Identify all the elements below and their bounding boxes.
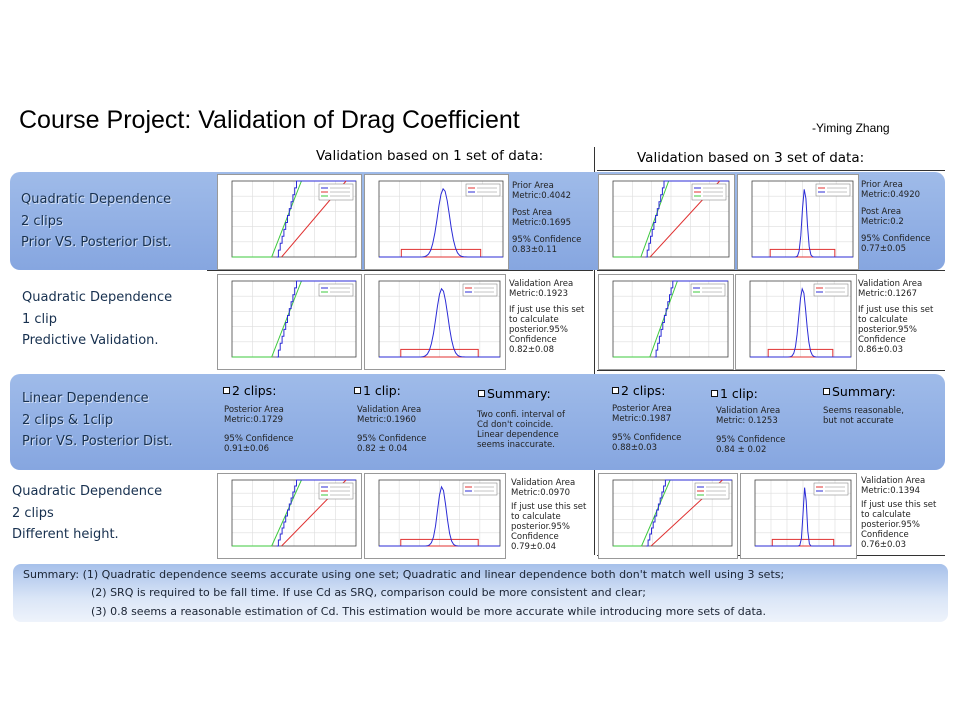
linear-one-summary-heading: Summary: xyxy=(478,386,551,401)
col-header-one-set: Validation based on 1 set of data: xyxy=(316,148,544,164)
pdf-plot-r2-one xyxy=(364,274,506,370)
checkbox-icon xyxy=(711,390,718,397)
pdf-plot-r2-three xyxy=(735,274,857,370)
linear-one-1clip-note: Validation Area Metric:0.1960 95% Confide… xyxy=(357,405,427,454)
cdf-plot-r1-one xyxy=(217,174,362,270)
linear-three-summary-heading: Summary: xyxy=(823,384,896,399)
row-label-4: Quadratic Dependence 2 clips Different hei… xyxy=(12,484,163,542)
prior-pdf-box xyxy=(771,538,835,547)
page-title: Course Project: Validation of Drag Coeff… xyxy=(19,106,520,134)
note-r4-one: Validation Area Metric:0.0970 If just use… xyxy=(511,478,587,552)
note-r2-one: Validation Area Metric:0.1923 If just use… xyxy=(509,279,585,355)
linear-one-2clips-note: Posterior Area Metric:0.1729 95% Confiden… xyxy=(224,405,294,454)
summary-label: Summary: xyxy=(23,568,80,581)
legend-box xyxy=(690,283,726,297)
legend-box xyxy=(813,482,849,496)
note-r1-three: Prior Area Metric:0.4920 Post Area Metric:… xyxy=(861,180,931,254)
experimental-cdf-line xyxy=(645,180,729,258)
legend-box xyxy=(318,283,354,297)
note-r2-three: Validation Area Metric:0.1267 If just use… xyxy=(858,279,934,355)
legend-box xyxy=(465,183,501,197)
experimental-cdf-line xyxy=(276,479,356,547)
checkbox-icon xyxy=(823,388,830,395)
linear-one-2clips-heading: 2 clips: xyxy=(223,383,276,398)
summary-line-2: (2) SRQ is required to be fall time. If … xyxy=(91,586,646,599)
pdf-plot-r4-three xyxy=(740,473,857,559)
plot-frame xyxy=(231,180,357,258)
checkbox-icon xyxy=(478,390,485,397)
summary-text-1: (1) Quadratic dependence seems accurate … xyxy=(82,568,785,581)
cdf-plot-r2-three xyxy=(598,274,734,370)
posterior-pdf-curve xyxy=(752,189,853,258)
row-divider-1b xyxy=(597,270,945,271)
checkbox-icon xyxy=(354,387,361,394)
posterior-pdf-curve xyxy=(379,287,500,358)
posterior-pdf-curve xyxy=(379,485,500,547)
experimental-cdf-line xyxy=(654,280,728,358)
row-divider-2 xyxy=(597,370,945,371)
pdf-plot-r4-one xyxy=(364,473,506,559)
plot-frame xyxy=(231,280,357,358)
experimental-cdf-line xyxy=(646,479,732,547)
prior-pdf-box xyxy=(400,348,479,358)
posterior-pdf-curve xyxy=(379,187,503,258)
author-label: -Yiming Zhang xyxy=(812,121,890,135)
posterior-pdf-curve xyxy=(750,287,851,358)
plot-frame xyxy=(231,479,357,547)
linear-three-2clips-heading: 2 clips: xyxy=(612,383,665,398)
cdf-plot-r1-three xyxy=(598,174,735,270)
row-band-3 xyxy=(10,374,945,470)
note-r4-three: Validation Area Metric:0.1394 If just use… xyxy=(861,476,937,550)
experimental-cdf-line xyxy=(276,280,356,358)
col-header-three-set: Validation based on 3 set of data: xyxy=(637,150,865,166)
experimental-cdf-line xyxy=(276,180,356,258)
legend-box xyxy=(462,283,498,297)
cdf-plot-r2-one xyxy=(217,274,362,370)
checkbox-icon xyxy=(612,387,619,394)
checkbox-icon xyxy=(223,387,230,394)
posterior-pdf-curve xyxy=(755,487,851,547)
linear-one-1clip-heading: 1 clip: xyxy=(354,383,401,398)
plot-frame xyxy=(612,280,729,358)
note-r1-one: Prior Area Metric:0.4042 Post Area Metric:… xyxy=(512,181,582,255)
legend-box xyxy=(462,482,498,496)
cdf-plot-r4-three xyxy=(598,473,738,559)
pdf-plot-r1-three xyxy=(737,174,859,270)
summary-line-1: Summary: (1) Quadratic dependence seems … xyxy=(23,565,784,584)
linear-three-1clip-note: Validation Area Metric: 0.1253 95% Confid… xyxy=(716,406,786,455)
prior-pdf-box xyxy=(400,538,479,547)
summary-panel xyxy=(13,564,948,622)
legend-box xyxy=(813,283,849,297)
prior-pdf-box xyxy=(400,248,482,258)
linear-three-summary-note: Seems reasonable, but not accurate xyxy=(823,406,904,426)
row-divider-1 xyxy=(207,270,593,271)
prior-pdf-box xyxy=(769,248,836,258)
linear-three-1clip-heading: 1 clip: xyxy=(711,386,758,401)
legend-box xyxy=(815,183,851,197)
header-underline xyxy=(597,170,945,171)
row-label-2: Quadratic Dependence 1 clip Predictive Val… xyxy=(22,290,173,348)
row-label-3: Linear Dependence 2 clips & 1clip Prior VS… xyxy=(22,391,173,449)
cdf-plot-r4-one xyxy=(217,473,362,559)
pdf-plot-r1-one xyxy=(364,174,509,270)
summary-line-3: (3) 0.8 seems a reasonable estimation of… xyxy=(91,605,767,618)
linear-three-2clips-note: Posterior Area Metric:0.1987 95% Confiden… xyxy=(612,404,682,453)
prior-pdf-box xyxy=(767,348,834,358)
row-label-1: Quadratic Dependence 2 clips Prior VS. Pos… xyxy=(21,192,172,250)
column-divider xyxy=(594,147,595,555)
linear-one-summary-note: Two confi. interval of Cd don't coincide.… xyxy=(477,410,565,450)
